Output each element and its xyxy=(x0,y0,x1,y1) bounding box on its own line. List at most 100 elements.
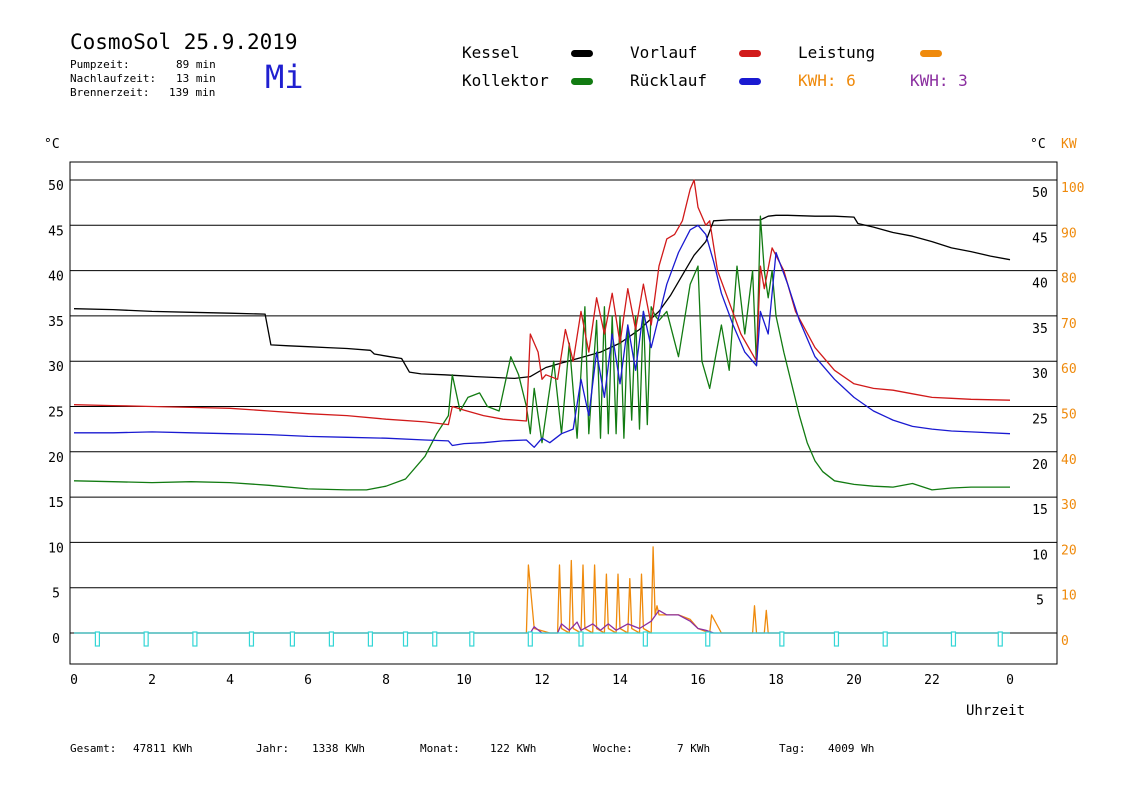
footer-value-tag: 4009 Wh xyxy=(828,742,875,755)
legend-leistung-swatch xyxy=(920,50,942,57)
pump-marker xyxy=(642,631,648,647)
series-line-kessel xyxy=(73,214,1011,380)
pump-marker xyxy=(779,631,785,647)
x-tick: 2 xyxy=(148,673,156,688)
pump-marker xyxy=(997,631,1003,647)
legend-vorlauf-label: Vorlauf xyxy=(630,43,698,62)
legend-kwh-a: KWH: 6 xyxy=(798,71,856,90)
footer-label-jahr: Jahr: xyxy=(256,742,290,755)
pump-marker xyxy=(705,631,711,647)
y-tick-right-power: 60 xyxy=(1061,362,1077,377)
y-tick-left: 20 xyxy=(48,451,64,466)
weekday-label: Mi xyxy=(265,58,304,96)
x-tick: 6 xyxy=(304,673,312,688)
footer-value-woche: 7 KWh xyxy=(677,742,711,755)
x-tick: 18 xyxy=(768,673,784,688)
stat-value-brennerzeit: 139 min xyxy=(169,86,216,99)
legend-kollektor-swatch xyxy=(571,78,593,85)
x-tick: 10 xyxy=(456,673,472,688)
pump-marker xyxy=(248,631,255,647)
legend-vorlauf-swatch xyxy=(739,50,761,57)
footer-value-gesamt: 47811 KWh xyxy=(133,742,193,755)
y-tick-right-temp: 40 xyxy=(1032,277,1048,292)
x-axis-label: Uhrzeit xyxy=(966,703,1025,719)
pump-marker xyxy=(94,631,101,647)
stat-label-pumpzeit: Pumpzeit: xyxy=(70,58,130,71)
series-line-ruecklauf xyxy=(74,224,1011,448)
series-line-leistung xyxy=(74,546,1010,634)
y-tick-right-power: 100 xyxy=(1061,181,1084,196)
x-tick: 14 xyxy=(612,673,628,688)
series-line-vorlauf xyxy=(73,179,1011,426)
y-tick-right-temp: 35 xyxy=(1032,322,1048,337)
pump-marker xyxy=(469,631,475,647)
y-tick-right-temp: 50 xyxy=(1032,186,1048,201)
stat-value-nachlaufzeit: 13 min xyxy=(176,72,216,85)
pump-marker xyxy=(432,631,438,647)
y-tick-left: 50 xyxy=(48,179,64,194)
pump-marker xyxy=(192,631,198,647)
plot-frame xyxy=(69,161,1058,665)
pump-marker xyxy=(367,631,373,647)
y-tick-left: 45 xyxy=(48,224,64,239)
y-tick-right-power: 70 xyxy=(1061,317,1077,332)
series-line-kwh_b xyxy=(74,609,1010,634)
legend-kollektor-label: Kollektor xyxy=(462,71,549,90)
footer-label-woche: Woche: xyxy=(593,742,633,755)
y-tick-right-power: 10 xyxy=(1061,589,1077,604)
y-tick-right-temp: 45 xyxy=(1032,231,1048,246)
y-tick-right-temp: 30 xyxy=(1032,367,1048,382)
footer-value-jahr: 1338 KWh xyxy=(312,742,365,755)
y-tick-right-power: 80 xyxy=(1061,272,1077,287)
y-tick-right-power: 30 xyxy=(1061,498,1077,513)
x-tick: 4 xyxy=(226,673,234,688)
pump-marker xyxy=(882,631,888,647)
y-tick-right-temp: 20 xyxy=(1032,458,1048,473)
x-tick: 8 xyxy=(382,673,390,688)
y-tick-left: 5 xyxy=(52,587,60,602)
footer-label-monat: Monat: xyxy=(420,742,460,755)
y-tick-left: 40 xyxy=(48,270,64,285)
y-axis-unit-left: °C xyxy=(44,137,60,152)
footer-value-monat: 122 KWh xyxy=(490,742,537,755)
y-tick-right-power: 40 xyxy=(1061,453,1077,468)
y-tick-right-power: 50 xyxy=(1061,408,1077,423)
x-tick: 0 xyxy=(70,673,78,688)
legend-ruecklauf-label: Rücklauf xyxy=(630,71,708,90)
y-tick-right-temp: 15 xyxy=(1032,503,1048,518)
footer-label-gesamt: Gesamt: xyxy=(70,742,117,755)
y-tick-right-temp: 5 xyxy=(1036,594,1044,609)
x-tick: 20 xyxy=(846,673,862,688)
footer-label-tag: Tag: xyxy=(779,742,806,755)
y-tick-right-temp: 25 xyxy=(1032,413,1048,428)
stat-label-brennerzeit: Brennerzeit: xyxy=(70,86,150,99)
y-tick-right-temp: 10 xyxy=(1032,548,1048,563)
stat-label-nachlaufzeit: Nachlaufzeit: xyxy=(70,72,157,85)
y-tick-left: 15 xyxy=(48,496,64,511)
x-tick: 0 xyxy=(1006,673,1014,688)
legend-kwh-b: KWH: 3 xyxy=(910,71,968,90)
legend-kessel-label: Kessel xyxy=(462,43,520,62)
x-tick: 12 xyxy=(534,673,550,688)
series-line-kollektor xyxy=(73,215,1010,491)
pump-marker xyxy=(328,631,334,647)
pump-marker xyxy=(527,631,533,647)
pump-marker xyxy=(950,631,957,647)
legend-ruecklauf-swatch xyxy=(739,78,761,85)
y-tick-right-power: 90 xyxy=(1061,226,1077,241)
y-axis-unit-power: KW xyxy=(1061,137,1077,152)
x-tick: 22 xyxy=(924,673,940,688)
stat-value-pumpzeit: 89 min xyxy=(176,58,216,71)
y-tick-left: 0 xyxy=(52,632,60,647)
chart-title: CosmoSol 25.9.2019 xyxy=(70,30,298,54)
y-tick-left: 25 xyxy=(48,406,64,421)
y-axis-unit-right: °C xyxy=(1030,137,1046,152)
pump-marker xyxy=(143,631,149,647)
pump-marker xyxy=(578,631,584,647)
pump-marker xyxy=(402,631,409,647)
pump-marker xyxy=(289,631,295,647)
pump-marker xyxy=(833,631,840,647)
y-tick-right-power: 0 xyxy=(1061,634,1069,649)
y-tick-left: 30 xyxy=(48,360,64,375)
